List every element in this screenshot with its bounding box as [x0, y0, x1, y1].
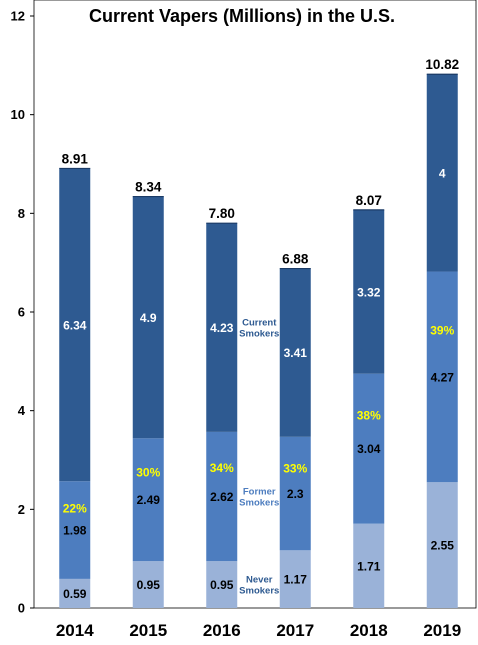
y-tick-label: 4	[18, 403, 26, 418]
segment-value-label: 2.62	[210, 490, 234, 504]
segment-value-label: 4	[439, 166, 446, 180]
segment-value-label: 4.27	[431, 370, 455, 384]
bar-segment-current-smokers	[132, 196, 164, 439]
y-tick-label: 6	[18, 305, 25, 320]
plot-frame	[33, 0, 477, 609]
bar-segment-former-smokers	[206, 431, 238, 562]
y-axis: 0 2 4 6 8 10 12	[11, 0, 477, 616]
series-name-line: Smokers	[239, 329, 279, 340]
x-tick-label: 2019	[423, 621, 461, 640]
y-tick-label: 2	[18, 502, 25, 517]
segment-value-label: 2.49	[137, 493, 161, 507]
chart-title: Current Vapers (Millions) in the U.S.	[89, 6, 395, 26]
series-name-label: Current Smokers	[239, 318, 279, 340]
segment-value-label: 3.32	[357, 285, 381, 299]
segment-value-label: 3.41	[284, 346, 308, 360]
segment-value-label: 0.95	[137, 578, 161, 592]
bars	[59, 73, 458, 608]
data-labels: 0.59 1.98 6.34 8.91 22% 0.95 2.49 4.9 8.34 30% 0.9…	[62, 57, 460, 601]
former-share-label: 33%	[283, 462, 307, 476]
segment-value-label: 2.55	[431, 539, 455, 553]
x-tick-label: 2018	[350, 621, 388, 640]
bar-segment-never-smokers	[132, 561, 164, 608]
series-name-line: Never	[246, 575, 273, 586]
x-tick-label: 2014	[56, 621, 94, 640]
bar-segment-never-smokers	[59, 578, 91, 608]
bar-segment-current-smokers	[353, 209, 385, 374]
former-share-label: 34%	[210, 461, 234, 475]
bar-segment-former-smokers	[353, 373, 385, 524]
segment-value-label: 4.23	[210, 321, 234, 335]
bar-segment-current-smokers	[426, 74, 458, 272]
bar-segment-former-smokers	[59, 481, 91, 579]
series-name-line: Smokers	[239, 498, 279, 509]
series-name-line: Smokers	[239, 586, 279, 597]
bar-segment-former-smokers	[279, 436, 311, 551]
bar-total-label: 10.82	[425, 57, 459, 72]
x-tick-label: 2017	[276, 621, 314, 640]
bar-total-label: 7.80	[209, 206, 235, 221]
x-axis: 2014 2015 2016 2017 2018 2019	[56, 621, 461, 640]
segment-value-label: 1.98	[63, 524, 87, 538]
bar-segment-never-smokers	[426, 482, 458, 608]
segment-value-label: 4.9	[140, 311, 157, 325]
y-tick-label: 10	[11, 107, 25, 122]
bar-segment-never-smokers	[353, 523, 385, 608]
bar-segment-never-smokers	[206, 561, 238, 608]
segment-value-label: 1.71	[357, 559, 381, 573]
former-share-label: 22%	[63, 502, 87, 516]
bar-total-label: 6.88	[282, 252, 309, 267]
former-share-label: 38%	[357, 409, 381, 423]
former-share-label: 39%	[430, 324, 454, 338]
segment-value-label: 0.95	[210, 578, 234, 592]
series-name-line: Former	[243, 487, 276, 498]
segment-value-label: 2.3	[287, 487, 304, 501]
series-name-label: Former Smokers	[239, 487, 279, 509]
bar-segment-former-smokers	[426, 271, 458, 483]
y-tick-label: 12	[11, 9, 25, 24]
x-tick-label: 2016	[203, 621, 241, 640]
x-tick-label: 2015	[129, 621, 167, 640]
y-tick-label: 0	[18, 601, 25, 616]
y-tick-label: 8	[18, 206, 25, 221]
bar-segment-current-smokers	[59, 168, 91, 482]
bar-segment-never-smokers	[279, 550, 311, 608]
series-name-line: Current	[242, 318, 277, 329]
segment-value-label: 1.17	[284, 573, 308, 587]
bar-total-label: 8.34	[135, 180, 162, 195]
bar-segment-current-smokers	[206, 223, 238, 432]
bar-total-label: 8.91	[62, 151, 89, 166]
segment-value-label: 0.59	[63, 587, 87, 601]
former-share-label: 30%	[136, 466, 160, 480]
series-name-label: Never Smokers	[239, 575, 279, 597]
bar-segment-former-smokers	[132, 438, 164, 562]
bar-total-label: 8.07	[356, 193, 382, 208]
bar-segment-current-smokers	[279, 268, 311, 437]
segment-value-label: 6.34	[63, 318, 87, 332]
segment-value-label: 3.04	[357, 442, 381, 456]
